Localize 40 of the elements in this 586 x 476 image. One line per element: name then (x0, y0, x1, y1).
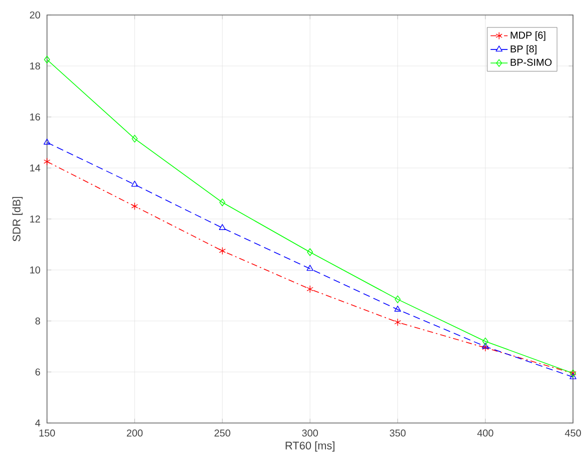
y-tick-label: 16 (30, 113, 40, 121)
x-tick-label: 250 (214, 429, 230, 437)
point (394, 306, 402, 312)
x-tick-label: 300 (302, 429, 318, 437)
point (306, 264, 314, 271)
y-tick-label: 20 (30, 11, 40, 19)
point (44, 158, 50, 166)
y-tick-label: 14 (30, 164, 40, 172)
x-tick-label: 350 (390, 429, 406, 437)
point (131, 202, 138, 210)
y-tick-label: 10 (30, 266, 40, 274)
y-tick-label: 6 (35, 368, 40, 376)
point (218, 224, 226, 230)
y-tick-label: 8 (35, 317, 40, 325)
point (44, 56, 50, 64)
y-tick-label: 18 (30, 62, 40, 70)
point (570, 373, 576, 380)
x-tick-label: 400 (477, 429, 494, 437)
legend-label: BP [8] (510, 45, 536, 54)
point (394, 295, 401, 304)
point (44, 138, 50, 145)
point (482, 342, 489, 349)
legend-label: MDP [6] (510, 31, 546, 41)
point (219, 198, 226, 206)
x-tick-label: 200 (126, 429, 143, 437)
point (307, 248, 313, 256)
x-axis-title: RT60 [ms] (286, 441, 334, 452)
y-tick-label: 4 (35, 420, 40, 426)
point (218, 247, 226, 255)
point (394, 318, 402, 326)
x-tick-label: 450 (564, 429, 581, 437)
point (306, 285, 314, 293)
y-axis-title: SDR [dB] (12, 196, 23, 242)
point (482, 338, 488, 346)
y-tick-label: 12 (30, 216, 40, 222)
point (131, 180, 138, 187)
legend-label: BP-SIMO (510, 58, 552, 66)
x-tick-label: 150 (39, 429, 55, 437)
point (132, 134, 138, 142)
point (482, 344, 489, 352)
